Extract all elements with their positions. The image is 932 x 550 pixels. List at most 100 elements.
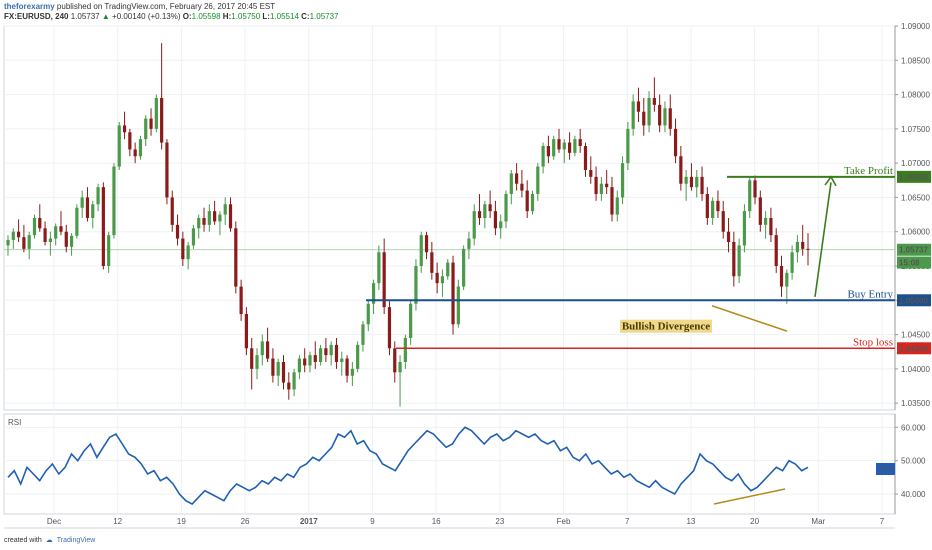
buy-entry-label: Buy Entry [847,288,893,300]
candle-body [509,173,513,194]
candle-body [329,344,333,356]
candle-body [122,125,127,133]
price-tick-label: 1.07000 [901,159,930,168]
x-tick-label: 7 [880,517,885,526]
candle-body [409,303,413,338]
candle-body [732,242,736,277]
candle-body [403,338,407,362]
created-with-text: created with [4,536,42,544]
price-tick-label: 1.04000 [901,365,930,374]
candle-body [785,272,789,287]
candle-body [594,176,598,194]
candle-body [779,266,784,287]
candle-body [303,358,307,366]
candle-body [6,239,10,246]
candle-body [260,341,264,356]
candle-body [175,224,180,239]
candle-body [32,218,37,236]
candle-body [530,194,535,212]
candle-body [440,276,445,284]
candle-body [377,252,381,284]
tradingview-cloud-icon: ☁ [45,537,53,544]
target-arrow-head-icon [824,175,837,187]
x-tick-label: Mar [811,517,825,526]
candle-body [557,139,561,150]
candle-body [340,358,344,362]
candle-body [764,218,768,225]
candle-body [716,200,720,212]
candle-body [38,218,42,229]
x-tick-label: Feb [557,517,571,526]
candle-body [138,139,143,157]
x-tick-label: 23 [495,517,504,526]
take-profit-label: Take Profit [844,165,893,177]
rsi-marker-label: RSI [879,465,892,474]
price-marker [897,342,931,355]
candle-body [16,231,21,238]
candle-body [642,111,646,126]
candle-body [795,242,800,253]
high-value: 1.05750 [231,12,261,21]
rsi-title: RSI [8,418,21,427]
candle-body [679,156,683,184]
candle-body [583,146,588,170]
candle-body [578,139,582,146]
price-marker-label: 1.04300 [899,344,928,353]
candle-body [64,231,68,247]
price-divergence-line [711,305,788,332]
candle-body [160,98,164,143]
candle-body [705,194,709,218]
candle-body [202,218,206,225]
symbol-line: FX:EURUSD, 240 1.05737 ▲ +0.00140 (+0.13… [4,12,339,21]
low-label: L: [262,12,270,21]
open-value: 1.05598 [191,12,221,21]
candle-body [149,118,153,129]
price-tick-label: 1.08000 [901,91,930,100]
candle-body [525,190,529,212]
candle-body [59,226,63,232]
candle-body [663,108,667,126]
candle-body [520,183,524,191]
author-link[interactable]: theforexarmy [4,2,55,11]
price-change: +0.00140 (+0.13%) [112,12,181,21]
candle-body [101,187,105,266]
candle-body [366,303,370,325]
candle-body [85,197,90,218]
candle-body [615,197,619,215]
candle-body [382,252,386,308]
candle-body [207,211,211,225]
candle-body [435,272,439,284]
candle-body [515,173,519,184]
candle-body [112,166,116,236]
x-tick-label: 19 [177,517,186,526]
candle-body [652,98,656,105]
candle-body [737,245,741,277]
candle-body [552,139,556,157]
rsi-marker [876,463,895,475]
tradingview-brand[interactable]: TradingView [56,536,96,544]
rsi-tick-label: 50.000 [901,457,926,466]
candle-body [451,262,455,325]
low-value: 1.05514 [269,12,299,21]
candle-body [197,218,201,229]
candle-body [244,314,249,349]
candle-body [589,170,593,177]
price-tick-label: 1.03500 [901,399,930,408]
candle-body [658,104,662,126]
candle-body [695,176,699,188]
open-label: O: [182,12,192,21]
candle-body [234,228,238,287]
candle-body [753,180,757,198]
x-tick-label: 13 [686,517,695,526]
candle-body [462,248,466,287]
candle-body [154,98,158,129]
price-marker [897,256,931,269]
candle-body [96,187,100,205]
price-tick-label: 1.06500 [901,193,930,202]
stop-loss-label: Stop loss [853,336,893,348]
candle-body [774,235,778,266]
candle-body [742,211,747,246]
candle-body [181,238,185,260]
x-tick-label: 26 [241,517,250,526]
